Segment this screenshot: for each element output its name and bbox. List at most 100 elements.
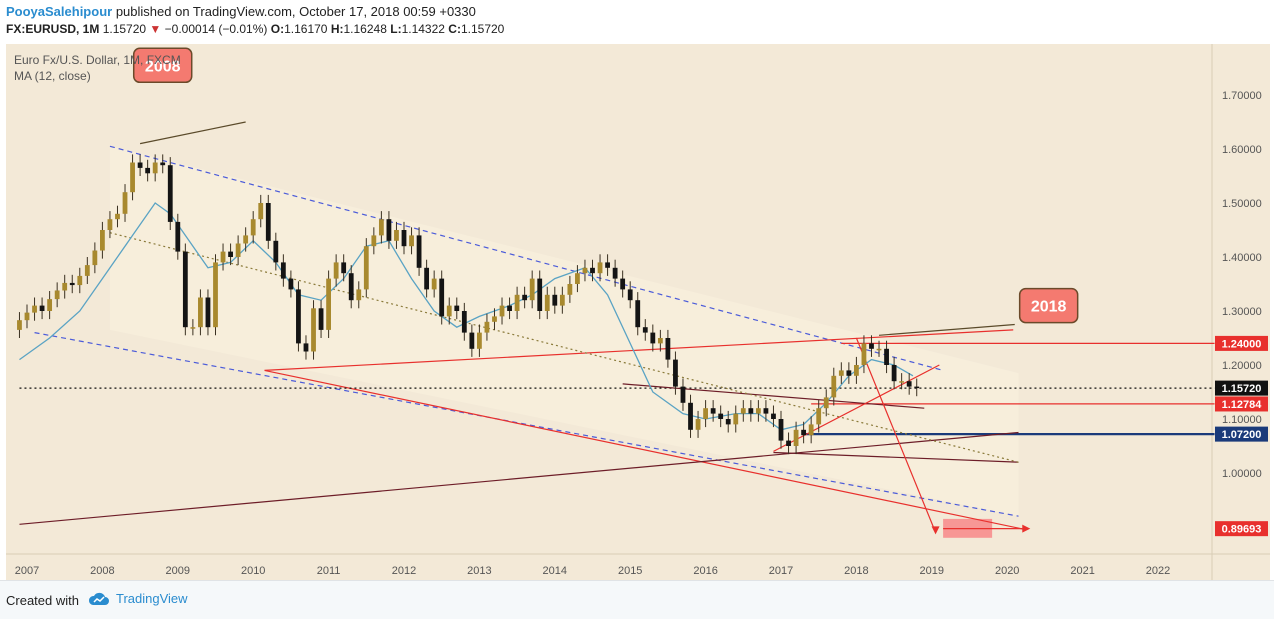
candle-body xyxy=(32,305,37,313)
candle xyxy=(695,410,701,438)
candle xyxy=(107,211,113,239)
x-tick-label: 2020 xyxy=(995,565,1019,577)
candle-body xyxy=(416,235,422,268)
candle-body xyxy=(363,246,369,290)
candle-body xyxy=(326,278,331,330)
candle-body xyxy=(823,397,829,409)
candle-body xyxy=(356,289,362,301)
line-channel-lower xyxy=(34,332,1019,517)
candle-body xyxy=(386,219,392,241)
y-tick-label: 1.30000 xyxy=(1222,306,1262,318)
line-support-red xyxy=(264,369,1027,531)
candle-body xyxy=(100,230,105,251)
callout-box xyxy=(1018,287,1079,324)
candle xyxy=(703,400,708,428)
candle-body xyxy=(695,419,701,430)
candle-body xyxy=(265,203,271,241)
x-tick-label: 2012 xyxy=(392,565,416,577)
candle-body xyxy=(318,308,324,330)
candle-body xyxy=(605,262,610,268)
candle-body xyxy=(235,243,241,257)
callout-label: 2018 xyxy=(1031,299,1067,316)
candle-body xyxy=(861,343,867,365)
candle-body xyxy=(378,219,384,236)
candle-body xyxy=(552,294,558,306)
candle xyxy=(469,324,475,357)
price-label-box xyxy=(1215,426,1268,442)
price-label: 1.24000 xyxy=(1215,335,1268,351)
candle xyxy=(424,259,430,298)
x-tick-label: 2014 xyxy=(543,565,567,577)
candle-body xyxy=(906,381,912,387)
candle-body xyxy=(816,408,822,425)
price-chart[interactable]: 2008 2018 1.70000 1.60000 1.50000 1.40000 1.3… xyxy=(0,0,1274,580)
callout-2018: 2018 xyxy=(1018,287,1079,324)
candle-body xyxy=(507,305,512,311)
line-flat-resist xyxy=(622,383,925,409)
candle xyxy=(363,238,369,298)
candle-body xyxy=(499,305,505,317)
candle-body xyxy=(311,308,316,352)
candle xyxy=(198,289,203,336)
candle xyxy=(718,405,724,428)
x-tick-label: 2017 xyxy=(769,565,793,577)
candle xyxy=(122,184,128,222)
candle xyxy=(152,154,158,182)
candle xyxy=(439,270,445,325)
candle-body xyxy=(688,402,693,430)
candle xyxy=(69,274,75,294)
candle-body xyxy=(122,192,128,214)
author-link[interactable]: PooyaSalehipour xyxy=(6,4,113,19)
candle xyxy=(416,227,422,276)
candle xyxy=(265,194,271,249)
last-price: 1.15720 xyxy=(102,22,147,36)
price-label: 1.15720 xyxy=(1215,380,1268,396)
candle xyxy=(869,335,874,357)
channel-band xyxy=(109,146,1019,517)
candle-body xyxy=(69,282,75,286)
candle xyxy=(326,270,331,338)
candle-body xyxy=(831,375,837,398)
candle-body xyxy=(84,265,90,276)
candle xyxy=(688,394,693,438)
candle xyxy=(17,312,22,338)
candle xyxy=(529,270,535,309)
candle xyxy=(605,254,610,276)
candle xyxy=(160,154,166,174)
candle xyxy=(680,378,686,411)
candle xyxy=(635,292,641,336)
candle-body xyxy=(635,300,641,328)
candle xyxy=(47,291,53,320)
candle-body xyxy=(733,413,739,425)
x-tick-label: 2013 xyxy=(467,565,491,577)
candle xyxy=(454,297,460,320)
candle-body xyxy=(680,386,686,403)
x-tick-label: 2019 xyxy=(920,565,944,577)
candle-body xyxy=(522,294,528,301)
candle xyxy=(356,281,362,309)
candle-body xyxy=(394,230,399,241)
candle xyxy=(793,421,799,455)
candle xyxy=(303,335,309,360)
candle xyxy=(514,286,520,320)
candle xyxy=(778,410,784,449)
line-drop-arrow xyxy=(855,337,937,533)
price-label-box xyxy=(1215,521,1268,537)
candle-body xyxy=(341,262,347,274)
candle-body xyxy=(559,294,565,306)
candle-body xyxy=(808,424,814,436)
footer: Created with TradingView xyxy=(0,580,1274,619)
candle xyxy=(461,302,467,341)
candle xyxy=(786,432,791,455)
candle-body xyxy=(620,278,626,290)
tradingview-link[interactable]: TradingView xyxy=(88,591,188,606)
candle xyxy=(296,281,301,352)
legend-title: Euro Fx/U.S. Dollar, 1M, FXCM xyxy=(14,53,181,67)
candle-body xyxy=(190,327,196,329)
candle-body xyxy=(205,297,211,328)
candle xyxy=(167,157,173,230)
candle-body xyxy=(771,413,776,419)
legend-indicator[interactable]: MA (12, close) xyxy=(14,69,91,83)
candle-body xyxy=(869,343,874,349)
x-tick-label: 2009 xyxy=(166,565,190,577)
